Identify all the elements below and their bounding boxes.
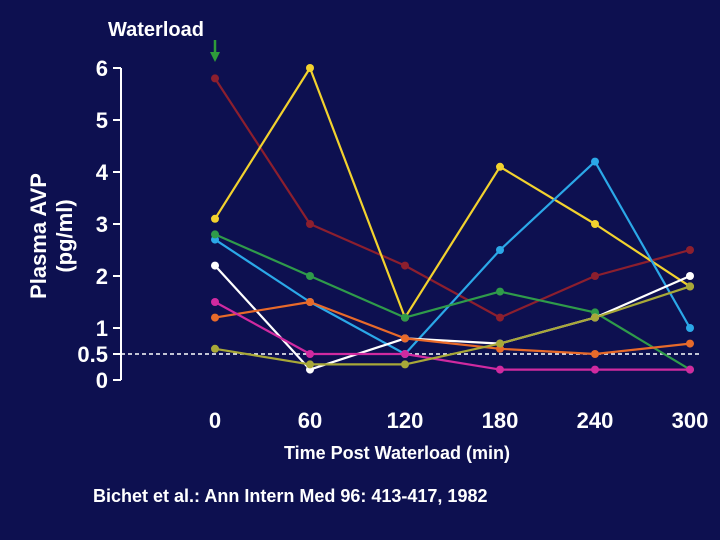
y-tick-label: 0 [96, 368, 108, 393]
data-point [401, 350, 409, 358]
data-point [211, 230, 219, 239]
data-point [686, 246, 694, 254]
data-point [401, 334, 409, 343]
data-point [496, 287, 504, 296]
waterload-arrow-head [210, 52, 220, 62]
series-0 [211, 74, 694, 322]
data-point [211, 344, 219, 353]
series-4 [211, 261, 694, 374]
x-tick-label: 60 [298, 408, 322, 433]
y-tick-label: 0.5 [77, 342, 108, 367]
y-tick-label: 3 [96, 212, 108, 237]
data-point [496, 313, 504, 322]
data-point [686, 272, 694, 280]
citation: Bichet et al.: Ann Intern Med 96: 413-41… [93, 486, 487, 506]
axes [113, 67, 122, 381]
series-line [214, 66, 691, 319]
y-tick-label: 5 [96, 108, 108, 133]
data-point [496, 162, 504, 171]
x-tick-label: 120 [387, 408, 424, 433]
data-point [496, 339, 504, 348]
y-tick-label: 2 [96, 264, 108, 289]
y-axis-label: Plasma AVP(pg/ml) [26, 173, 77, 299]
data-point [686, 365, 694, 374]
series-line [214, 233, 691, 371]
data-point [306, 360, 314, 369]
data-point [496, 365, 504, 374]
y-tick-label: 1 [96, 316, 108, 341]
series-line [214, 160, 691, 356]
data-point [306, 350, 314, 358]
annotation-group: Waterload [108, 19, 220, 62]
series-1 [211, 64, 694, 322]
y-axis-label-line: (pg/ml) [52, 199, 77, 272]
data-point [401, 313, 409, 322]
data-point [496, 246, 504, 254]
data-point [686, 339, 694, 348]
series-line [214, 285, 691, 366]
data-point [686, 324, 694, 332]
data-point [686, 282, 694, 291]
data-point [306, 220, 314, 228]
data-point [306, 64, 314, 72]
series-7 [211, 282, 694, 369]
series-line [214, 300, 691, 356]
data-point [591, 365, 599, 374]
data-point [211, 313, 219, 322]
data-point [211, 261, 219, 270]
series-line [214, 77, 691, 319]
x-axis-label: Time Post Waterload (min) [284, 443, 510, 463]
data-point [211, 298, 219, 306]
x-tick-label: 240 [577, 408, 614, 433]
data-point [591, 272, 599, 280]
data-point [591, 313, 599, 322]
x-tick-label: 180 [482, 408, 519, 433]
data-point [211, 74, 219, 83]
data-point [591, 350, 599, 358]
x-tick-label: 300 [672, 408, 709, 433]
data-point [306, 272, 314, 280]
data-point [591, 157, 599, 166]
data-point [591, 220, 599, 228]
series-group [211, 64, 694, 374]
x-tick-label: 0 [209, 408, 221, 433]
series-line [214, 301, 690, 371]
series-line [214, 264, 691, 371]
data-point [401, 261, 409, 270]
data-point [401, 360, 409, 369]
data-point [306, 298, 314, 306]
y-tick-label: 6 [96, 56, 108, 81]
waterload-label: Waterload [108, 19, 204, 41]
y-tick-label: 4 [96, 160, 109, 185]
data-point [211, 214, 219, 223]
y-axis-label-line: Plasma AVP [26, 173, 51, 299]
series-6 [211, 298, 694, 374]
